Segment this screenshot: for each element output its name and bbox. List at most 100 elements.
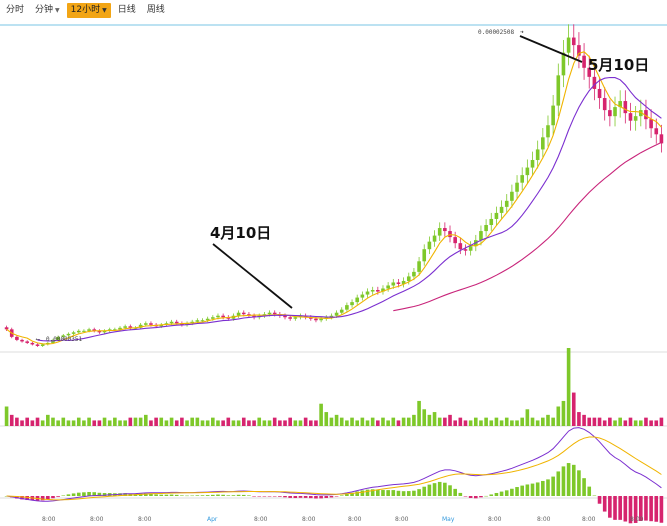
timeframe-button-4[interactable]: 周线 — [143, 3, 169, 18]
volume-bar — [530, 417, 535, 426]
volume-bar — [370, 417, 375, 426]
volume-bar — [211, 417, 215, 426]
macd-histogram-bar — [319, 496, 323, 499]
volume-bar — [437, 417, 442, 426]
volume-bar — [365, 420, 370, 426]
low-arrow-icon: ⟵ — [35, 336, 40, 343]
candle-body — [381, 288, 385, 292]
timeframe-button-1[interactable]: 分钟 ▼ — [31, 3, 64, 18]
macd-histogram-bar — [154, 494, 158, 496]
macd-histogram-bar — [97, 492, 102, 496]
high-arrow-icon: ➜ — [520, 29, 524, 36]
candle-body — [510, 191, 514, 201]
macd-histogram-bar — [159, 494, 164, 496]
timeframe-button-3[interactable]: 日线 — [114, 3, 140, 18]
candle-body — [76, 330, 81, 333]
macd-histogram-bar — [644, 496, 648, 521]
candle-body — [515, 182, 519, 192]
candle-body — [499, 206, 504, 213]
candle-body — [123, 326, 127, 328]
macd-histogram-bar — [422, 486, 427, 496]
macd-histogram-bar — [602, 496, 607, 512]
volume-bar — [164, 420, 169, 426]
volume-bar — [185, 420, 189, 426]
volume-bar — [35, 417, 40, 426]
volume-bar — [293, 420, 298, 426]
volume-bar — [334, 414, 339, 426]
candle-body — [370, 290, 375, 292]
volume-bar — [107, 420, 112, 426]
x-tick-label: 8:00 — [302, 516, 316, 523]
volume-bar — [360, 417, 365, 426]
candle-body — [376, 290, 380, 292]
volume-bar — [551, 417, 555, 426]
macd-histogram-bar — [174, 494, 179, 496]
candle-body — [541, 137, 545, 150]
macd-histogram-bar — [401, 491, 406, 496]
macd-histogram-bar — [515, 487, 519, 496]
candle-body — [25, 341, 30, 343]
x-tick-label: May — [442, 516, 455, 523]
candle-body — [51, 339, 55, 343]
macd-histogram-bar — [370, 489, 375, 496]
moving-average-lines — [6, 51, 662, 345]
candle-body — [35, 344, 40, 346]
volume-bar — [216, 420, 220, 426]
volume-bar — [355, 420, 360, 426]
macd-histogram-bar — [314, 496, 318, 499]
macd-histogram-bar — [453, 488, 457, 496]
candle-body — [484, 225, 488, 232]
timeframe-button-0[interactable]: 分时 — [2, 3, 28, 18]
candle-body — [437, 228, 442, 236]
candle-body — [339, 309, 344, 313]
macd-histogram-bar — [241, 494, 246, 496]
candle-body — [66, 333, 71, 336]
volume-bar — [376, 420, 380, 426]
volume-bar — [169, 417, 174, 426]
macd-histogram-bar — [659, 496, 664, 523]
macd-histogram-bar — [556, 471, 561, 496]
macd-histogram-bar — [329, 496, 334, 498]
macd-histogram-bar — [432, 483, 437, 496]
volume-bar — [561, 400, 566, 426]
timeframe-button-2[interactable]: 12小时 ▼ — [66, 2, 111, 18]
candle-body — [20, 339, 24, 342]
timeframe-label: 12小时 — [70, 4, 101, 15]
price-tags: 0.00002508 ➜ ⟵ 0.00000351 — [35, 29, 524, 343]
macd-histogram-bar — [216, 494, 220, 496]
candle-body — [319, 318, 323, 321]
macd-histogram-bar — [283, 496, 287, 498]
macd-histogram-bar — [391, 490, 396, 496]
macd-histogram-bar — [479, 496, 483, 498]
macd-panel — [4, 427, 664, 524]
volume-bar — [489, 420, 494, 426]
volume-bar — [546, 414, 550, 426]
volume-bar — [82, 420, 86, 426]
candle-body — [504, 200, 509, 207]
candle-body — [241, 312, 246, 315]
macd-histogram-bar — [143, 493, 148, 496]
macd-histogram-bar — [82, 492, 86, 496]
candle-body — [638, 110, 643, 117]
macd-histogram-bar — [303, 496, 308, 498]
volume-bar — [427, 414, 432, 426]
macd-histogram-bar — [87, 491, 91, 496]
volume-bar — [566, 348, 571, 426]
macd-histogram-bar — [46, 496, 50, 500]
ma-short-line — [6, 51, 662, 345]
chevron-down-icon: ▼ — [55, 6, 60, 14]
candle-body — [535, 149, 540, 161]
candle-body — [561, 52, 566, 76]
volume-bar — [143, 414, 148, 426]
volume-bar — [298, 420, 303, 426]
volume-bar — [473, 417, 478, 426]
macd-histogram-bar — [308, 496, 313, 499]
volume-bar — [329, 417, 334, 426]
timeframe-toolbar: 分时 分钟 ▼ 12小时 ▼ 日线 周线 — [0, 0, 667, 20]
candle-body — [396, 282, 401, 284]
macd-histogram-bar — [520, 485, 525, 496]
macd-histogram-bar — [211, 494, 215, 496]
volume-bar — [66, 420, 71, 426]
candle-body — [87, 329, 91, 331]
macd-histogram-bar — [376, 489, 380, 496]
